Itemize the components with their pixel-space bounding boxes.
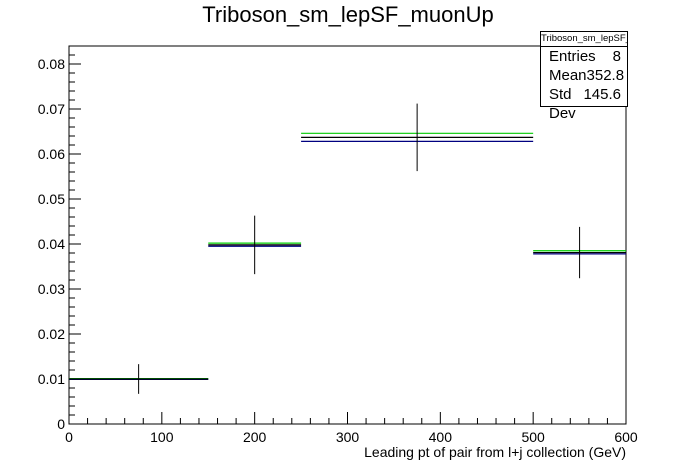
stats-value: 352.8 <box>586 67 625 84</box>
y-tick-label: 0.08 <box>38 56 65 72</box>
stats-label: Mean <box>549 67 587 84</box>
stats-row-mean: Mean 352.8 <box>541 66 627 85</box>
chart-title: Triboson_sm_lepSF_muonUp <box>202 2 494 27</box>
x-tick-label: 600 <box>614 429 638 445</box>
stats-box-title: Triboson_sm_lepSF_muonUp <box>541 32 627 47</box>
stats-value: 145.6 <box>583 86 621 103</box>
x-axis-label: Leading pt of pair from l+j collection (… <box>364 444 626 460</box>
stats-box: Triboson_sm_lepSF_muonUp Entries 8 Mean … <box>540 31 628 122</box>
y-tick-label: 0.03 <box>38 281 65 297</box>
stats-row-stddev: Std Dev 145.6 <box>541 85 627 122</box>
x-tick-label: 0 <box>65 429 73 445</box>
x-tick-label: 200 <box>243 429 267 445</box>
stats-row-entries: Entries 8 <box>541 47 627 66</box>
y-tick-label: 0 <box>57 416 65 432</box>
stats-label: Entries <box>549 48 596 65</box>
y-tick-label: 0.04 <box>38 236 65 252</box>
y-tick-label: 0.07 <box>38 101 65 117</box>
y-tick-label: 0.02 <box>38 326 65 342</box>
stats-value: 8 <box>612 48 621 65</box>
x-tick-label: 500 <box>521 429 545 445</box>
stats-label: Std Dev <box>549 86 576 122</box>
y-tick-label: 0.06 <box>38 146 65 162</box>
y-tick-label: 0.05 <box>38 191 65 207</box>
x-tick-label: 400 <box>429 429 453 445</box>
y-tick-label: 0.01 <box>38 371 65 387</box>
x-tick-label: 300 <box>336 429 360 445</box>
x-tick-label: 100 <box>150 429 174 445</box>
